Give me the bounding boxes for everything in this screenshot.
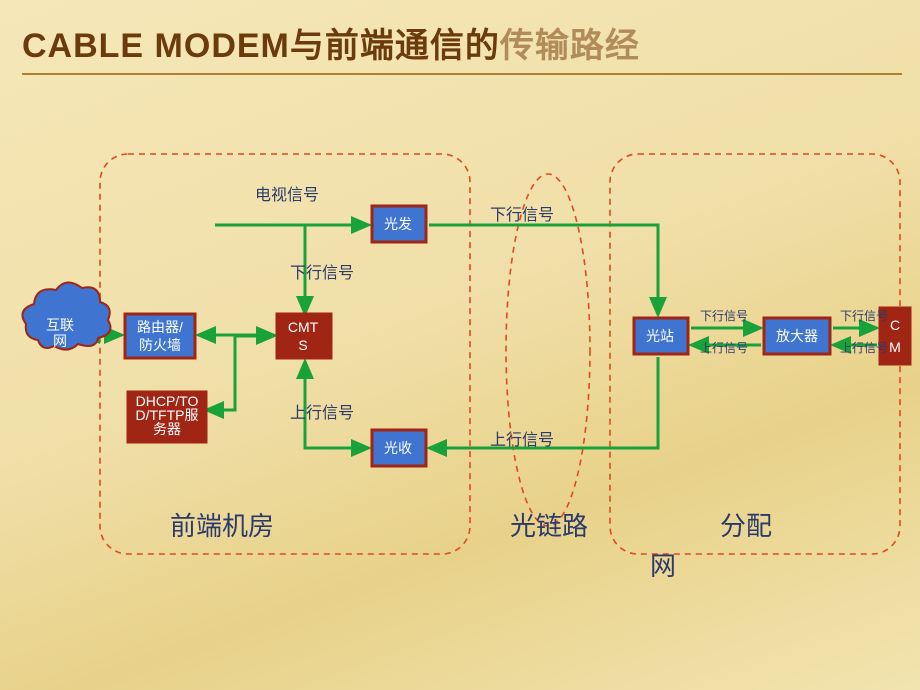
edge-opttx-optstn xyxy=(429,225,658,315)
node-cmts-l1: CMT xyxy=(288,319,319,335)
node-router-l2: 防火墙 xyxy=(139,337,181,353)
label-tv-signal: 电视信号 xyxy=(255,186,319,204)
label-up4: 上行信号 xyxy=(840,341,888,355)
node-amplifier-l: 放大器 xyxy=(776,328,818,344)
zone-optical-label: 光链路 xyxy=(510,511,588,541)
node-cmts-l2: S xyxy=(298,337,307,353)
node-opt-station-l: 光站 xyxy=(646,328,674,344)
internet-label-1: 互联 xyxy=(46,317,74,333)
label-down2: 下行信号 xyxy=(490,206,554,224)
label-down1: 下行信号 xyxy=(290,264,354,282)
zone-optical xyxy=(506,174,590,526)
node-dhcp-l3: 务器 xyxy=(153,421,181,437)
node-router-l1: 路由器/ xyxy=(137,319,183,335)
node-opt-tx-l: 光发 xyxy=(384,216,412,232)
zone-dist-label-2: 网 xyxy=(650,551,676,581)
edge-dhcp-cmts xyxy=(206,335,235,410)
node-opt-rx-l: 光收 xyxy=(384,440,412,456)
internet-label-2: 网 xyxy=(53,333,67,349)
zone-dist-label-1: 分配 xyxy=(720,511,772,541)
node-cm-l1: C xyxy=(890,317,900,333)
zone-headend-label: 前端机房 xyxy=(170,511,274,541)
label-down3: 下行信号 xyxy=(700,309,748,323)
label-up3: 上行信号 xyxy=(700,341,748,355)
label-up2: 上行信号 xyxy=(490,431,554,449)
label-down4: 下行信号 xyxy=(840,309,888,323)
node-cm-l2: M xyxy=(889,339,901,355)
label-up1: 上行信号 xyxy=(290,404,354,422)
diagram-canvas: 互联 网 路由器/ 防火墙 CMT S DHCP/TO D/TFTP服 务器 光… xyxy=(0,0,920,690)
